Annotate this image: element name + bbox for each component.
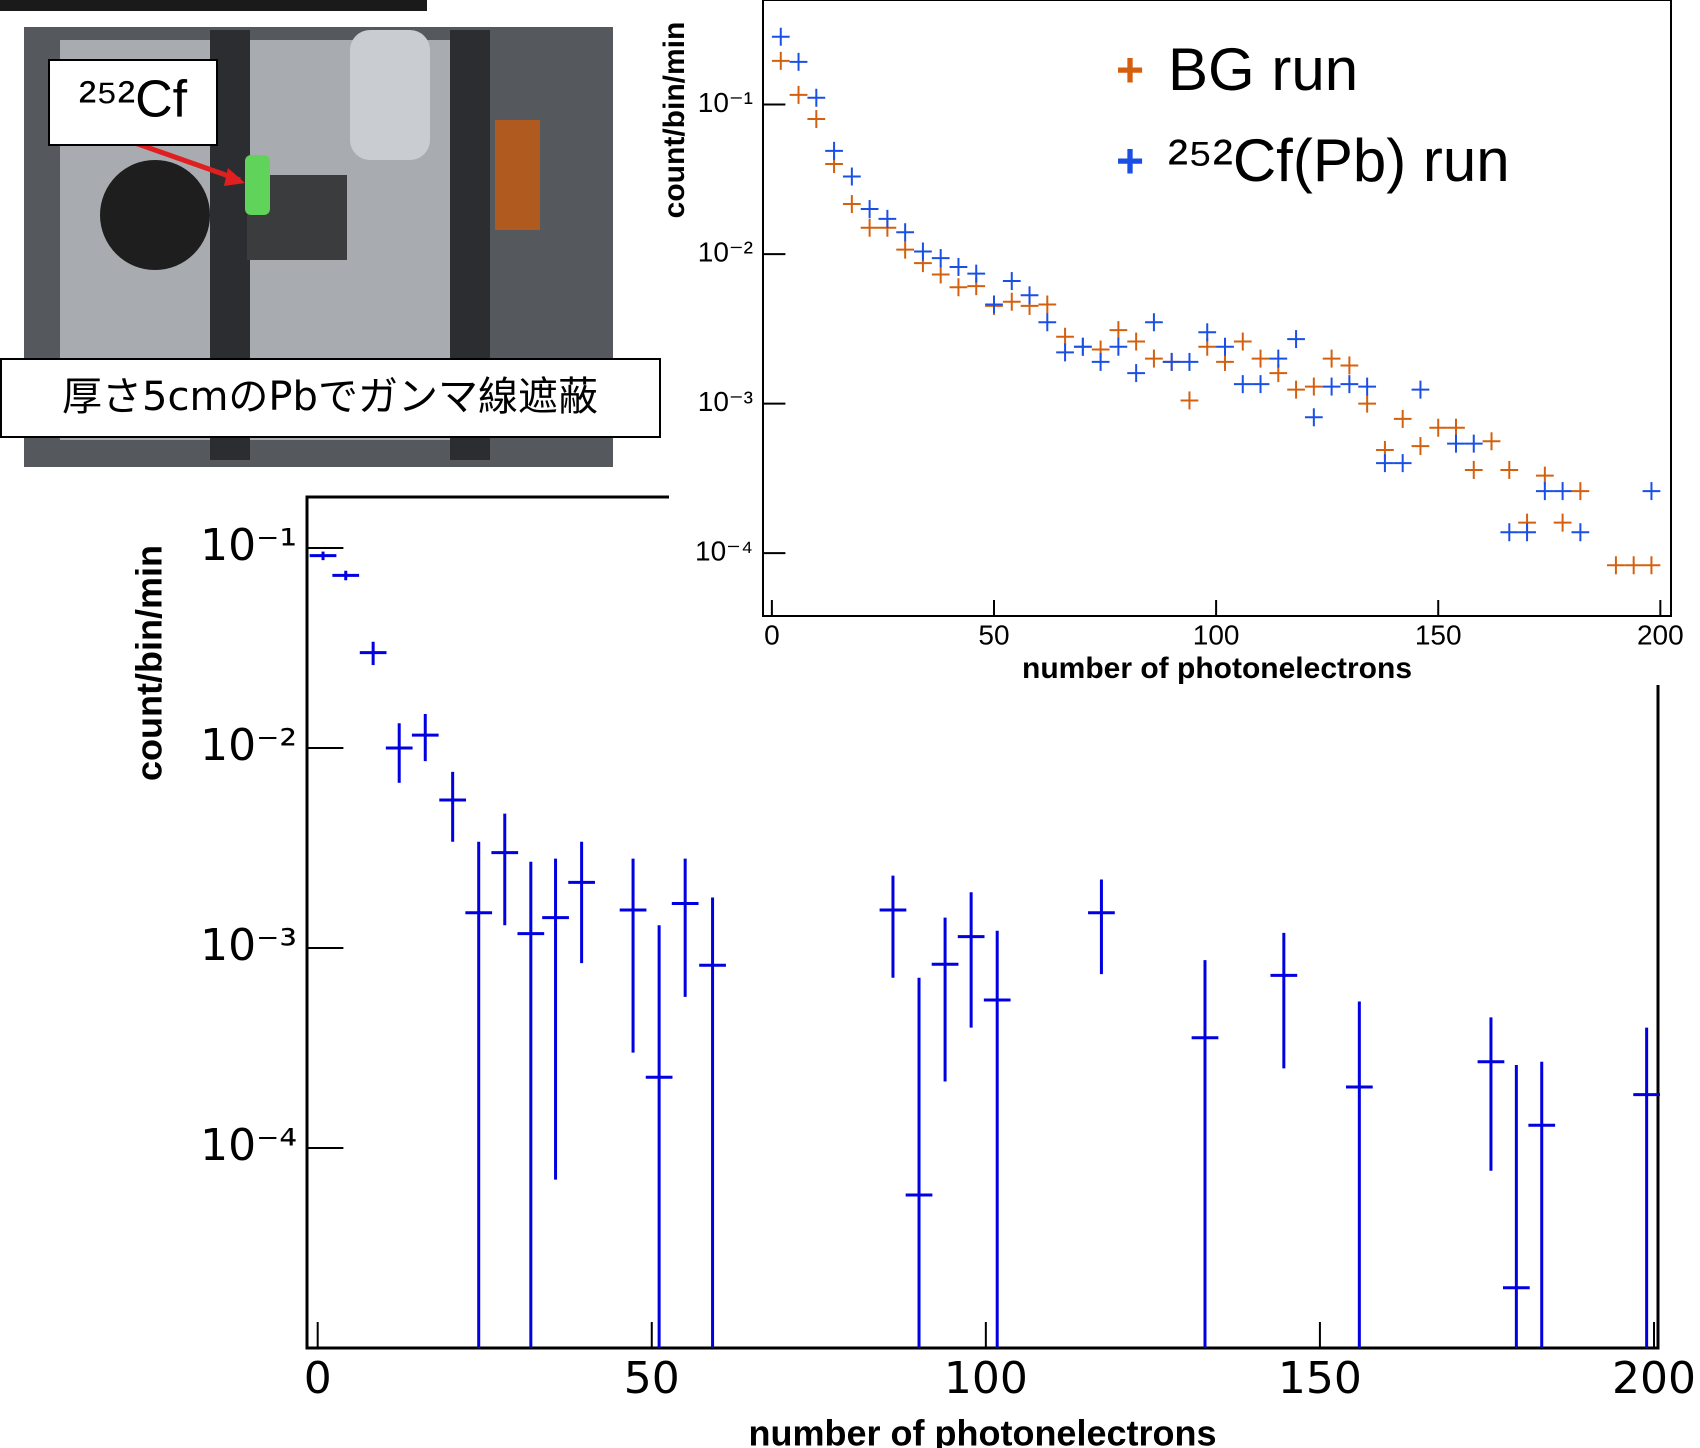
x-tick-label: 200 bbox=[1612, 1353, 1696, 1404]
y-tick-label: 10⁻² bbox=[200, 720, 297, 771]
board bbox=[495, 120, 540, 230]
y-tick-label: 10⁻⁴ bbox=[695, 536, 753, 567]
label-box bbox=[48, 59, 218, 146]
legend-marker: + bbox=[1116, 136, 1144, 189]
y-tick-label: 10⁻⁴ bbox=[200, 1120, 297, 1171]
legend-label: BG run bbox=[1168, 36, 1358, 103]
label-box bbox=[0, 358, 661, 438]
y-tick-label: 10⁻¹ bbox=[200, 520, 297, 571]
x-tick-label: 0 bbox=[304, 1353, 332, 1404]
y-axis-label: count/bin/min bbox=[129, 545, 170, 781]
x-axis-label: number of photonelectrons bbox=[749, 1413, 1217, 1448]
main-chart: 0 50 100 150 200 10⁻¹ 10⁻² 10⁻³ 10⁻⁴ number of ph… bbox=[129, 495, 1696, 1448]
photo-title-bar bbox=[0, 0, 427, 11]
x-tick-label: 100 bbox=[944, 1353, 1028, 1404]
y-axis-label: count/bin/min bbox=[658, 22, 691, 219]
shield-label: 厚さ5cmのPbでガンマ線遮蔽 bbox=[62, 374, 598, 420]
arrow-head bbox=[224, 168, 245, 186]
x-tick-label: 50 bbox=[624, 1353, 680, 1404]
x-tick-label: 100 bbox=[1193, 619, 1240, 650]
legend-label: ²⁵²Cf(Pb) run bbox=[1168, 127, 1510, 194]
arrow bbox=[134, 140, 241, 183]
cylinder bbox=[350, 30, 430, 160]
x-tick-label: 150 bbox=[1415, 619, 1462, 650]
source bbox=[245, 155, 270, 215]
photo: ²⁵²Cf 厚さ5cmのPbでガンマ線遮蔽 bbox=[0, 0, 661, 467]
x-axis-label: number of photonelectrons bbox=[1022, 652, 1412, 685]
y-tick-label: 10⁻¹ bbox=[698, 87, 753, 118]
inset-chart: 0 50 100 150 200 10⁻¹ 10⁻² 10⁻³ 10⁻⁴ number of ph… bbox=[658, 0, 1684, 685]
y-tick-label: 10⁻³ bbox=[200, 920, 297, 971]
x-tick-label: 200 bbox=[1637, 619, 1684, 650]
legend-marker: + bbox=[1116, 45, 1144, 98]
detector bbox=[100, 160, 210, 270]
x-tick-label: 150 bbox=[1278, 1353, 1362, 1404]
inset-background bbox=[669, 0, 1700, 685]
x-tick-label: 0 bbox=[764, 619, 780, 650]
source-label: ²⁵²Cf bbox=[79, 71, 188, 129]
x-tick-label: 50 bbox=[978, 619, 1009, 650]
y-tick-label: 10⁻³ bbox=[698, 386, 753, 417]
y-tick-label: 10⁻² bbox=[698, 236, 753, 267]
